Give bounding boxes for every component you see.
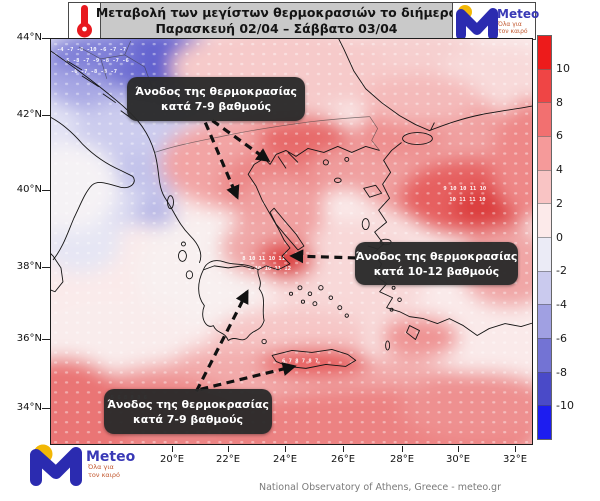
colorbar-segment bbox=[538, 102, 551, 137]
annotation-box-north: Άνοδος της θερμοκρασίας κατά 7-9 βαθμούς bbox=[127, 77, 305, 121]
logo-m-icon bbox=[456, 8, 498, 40]
lon-label: 32°E bbox=[502, 454, 528, 465]
colorbar-segment bbox=[538, 237, 551, 271]
lat-label: 42°N bbox=[16, 108, 42, 120]
annotation-arrows bbox=[194, 119, 356, 392]
annotation-box-athens: Άνοδος της θερμοκρασίας κατά 10-12 βαθμο… bbox=[355, 242, 518, 285]
lat-label: 44°N bbox=[16, 31, 42, 43]
colorbar-labels: 10 8 6 4 2 0 -2 -4 -6 -8 -10 bbox=[556, 35, 586, 440]
logo-name-bottom: Meteo bbox=[86, 449, 136, 465]
thermometer-icon bbox=[77, 5, 92, 38]
meteo-logo-top bbox=[452, 2, 536, 40]
credit-text: National Observatory of Athens, Greece -… bbox=[258, 482, 501, 493]
arrow-crete bbox=[200, 362, 297, 391]
annotation-text: Άνοδος της θερμοκρασίας bbox=[355, 249, 518, 263]
title-bar: Μεταβολή των μεγίστων θερμοκρασιών το δι… bbox=[96, 2, 457, 40]
colorbar-segment bbox=[538, 338, 551, 372]
station-row: 10 11 11 10 bbox=[449, 197, 485, 203]
lat-tick bbox=[42, 408, 50, 410]
lat-label: 38°N bbox=[16, 260, 42, 272]
colorbar-tick-label: 8 bbox=[556, 95, 563, 109]
station-row: 9 10 10 11 10 bbox=[443, 186, 486, 192]
lat-tick bbox=[42, 190, 50, 192]
lon-label: 26°E bbox=[330, 454, 356, 465]
logo-tagline-bottom: Όλα για τον καιρό bbox=[88, 463, 121, 479]
colorbar-segment bbox=[538, 68, 551, 103]
arrow-peloponnese bbox=[194, 289, 249, 392]
page-subtitle: Παρασκευή 02/04 – Σάββατο 03/04 bbox=[155, 21, 398, 36]
colorbar-segment bbox=[538, 136, 551, 170]
lat-tick bbox=[42, 267, 50, 269]
colorbar-segment bbox=[538, 169, 551, 204]
colorbar-tick-label: 10 bbox=[556, 61, 570, 75]
page-title: Μεταβολή των μεγίστων θερμοκρασιών το δι… bbox=[95, 5, 458, 20]
colorbar-segment bbox=[538, 371, 551, 406]
lat-label: 40°N bbox=[16, 183, 42, 195]
lon-tick bbox=[458, 446, 460, 452]
lat-tick bbox=[42, 38, 50, 40]
annotation-box-south: Άνοδος της θερμοκρασίας κατά 7-9 βαθμούς bbox=[104, 389, 272, 434]
station-row: -4 -7 -8 -10 -6 -7 -7 bbox=[57, 47, 126, 53]
lon-tick bbox=[343, 446, 345, 452]
colorbar-segment bbox=[538, 270, 551, 305]
station-row: -6 -7 -8 -8 -7 bbox=[71, 69, 117, 75]
colorbar-tick-label: 6 bbox=[556, 129, 563, 143]
colorbar-segment bbox=[538, 36, 551, 69]
lat-tick bbox=[42, 115, 50, 117]
country-borders bbox=[78, 40, 380, 153]
lat-label: 36°N bbox=[16, 332, 42, 344]
colorbar-tick-label: -6 bbox=[556, 331, 567, 345]
lon-label: 22°E bbox=[215, 454, 241, 465]
annotation-text: Άνοδος της θερμοκρασίας bbox=[107, 397, 269, 411]
lon-tick bbox=[285, 446, 287, 452]
station-row: 6 7 8 7 8 7 bbox=[282, 358, 318, 364]
coastlines bbox=[51, 39, 532, 369]
colorbar-tick-label: 4 bbox=[556, 163, 563, 176]
lon-label: 20°E bbox=[159, 454, 185, 465]
colorbar-tick-label: -8 bbox=[556, 365, 567, 379]
annotation-text: Άνοδος της θερμοκρασίας bbox=[135, 85, 297, 98]
logo-name-top: Meteo bbox=[497, 7, 540, 21]
station-row: -5 -8 -7 -9 -8 -7 -6 bbox=[63, 58, 129, 64]
logo-tagline-line2: τον καιρό bbox=[498, 28, 528, 35]
lon-tick bbox=[228, 446, 230, 452]
lon-tick bbox=[172, 446, 174, 452]
thermometer-icon-box bbox=[68, 2, 101, 40]
lon-tick bbox=[402, 446, 404, 452]
colorbar-segment bbox=[538, 203, 551, 238]
colorbar-tick-label: 2 bbox=[556, 196, 563, 210]
lat-tick bbox=[42, 339, 50, 341]
lon-label: 28°E bbox=[389, 454, 415, 465]
colorbar-tick-label: -4 bbox=[556, 298, 567, 311]
colorbar-scale bbox=[537, 35, 552, 440]
station-row: 8 10 11 10 11 bbox=[242, 256, 286, 262]
annotation-text: κατά 10-12 βαθμούς bbox=[373, 264, 500, 278]
logo-tagline-line2: τον καιρό bbox=[88, 470, 121, 479]
logo-tagline-top: Όλα για τον καιρό bbox=[498, 21, 528, 35]
logo-tagline-line1: Όλα για bbox=[88, 463, 114, 471]
colorbar-tick-label: 0 bbox=[556, 230, 563, 244]
logo-m-icon bbox=[30, 447, 82, 486]
colorbar-segment bbox=[538, 304, 551, 339]
arrow-athens bbox=[289, 249, 356, 264]
colorbar-tick-label: -10 bbox=[556, 399, 574, 413]
arrow-north-2 bbox=[211, 119, 271, 163]
lon-label: 24°E bbox=[272, 454, 298, 465]
lon-label: 30°E bbox=[445, 454, 471, 465]
colorbar-segment bbox=[538, 405, 551, 440]
annotation-text: κατά 7-9 βαθμούς bbox=[160, 100, 272, 113]
meteo-logo-bottom bbox=[30, 444, 82, 486]
meteo-logo-mark-top bbox=[456, 5, 498, 40]
logo-tagline-line1: Όλα για bbox=[498, 21, 522, 28]
lat-label: 34°N bbox=[16, 401, 42, 413]
station-row: 9 10 10 11 12 bbox=[248, 266, 291, 272]
annotation-text: κατά 7-9 βαθμούς bbox=[132, 412, 244, 426]
colorbar-tick-label: -2 bbox=[556, 264, 567, 278]
lon-tick bbox=[515, 446, 517, 452]
arrow-north-1 bbox=[203, 121, 240, 200]
